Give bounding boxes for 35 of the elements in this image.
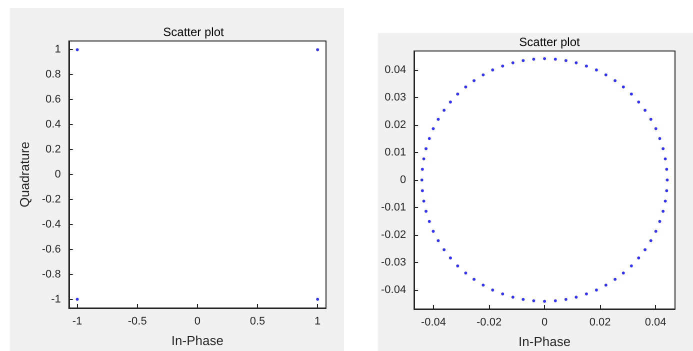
- x-tick-label: 0.5: [250, 316, 266, 328]
- x-tick-label: -0.02: [476, 316, 502, 328]
- y-tick-label: 0: [400, 174, 406, 186]
- chart-title: Scatter plot: [163, 25, 225, 39]
- x-tick-label: 0: [194, 316, 200, 328]
- y-tick-label: -0.2: [42, 193, 61, 206]
- y-tick-label: 0.8: [46, 68, 61, 81]
- y-tick-label: 0: [54, 168, 61, 180]
- x-tick-label: -0.5: [128, 316, 147, 328]
- x-axis-title: In-Phase: [171, 333, 224, 348]
- y-tick-label: -0.8: [42, 268, 61, 280]
- x-tick-label: 0.02: [589, 316, 611, 328]
- y-tick-label: 0.04: [384, 64, 406, 76]
- x-tick-label: 0: [541, 316, 548, 328]
- x-tick-label: 0.04: [644, 316, 666, 328]
- y-tick-label: -1: [51, 293, 61, 306]
- x-axis-title: In-Phase: [518, 334, 571, 349]
- y-tick-label: 0.4: [46, 118, 61, 131]
- y-tick-label: -0.01: [380, 201, 406, 214]
- y-tick-label: -0.03: [380, 256, 406, 268]
- y-axis-title: Quadrature: [17, 142, 32, 208]
- y-tick-label: 0.2: [46, 144, 61, 156]
- x-tick-label: -1: [72, 316, 82, 328]
- x-tick-label: -0.04: [420, 316, 446, 328]
- y-tick-label: 0.6: [46, 94, 61, 106]
- y-tick-label: 1: [54, 44, 61, 56]
- y-tick-label: -0.6: [42, 243, 61, 256]
- y-tick-label: -0.4: [42, 218, 61, 230]
- y-tick-label: 0.02: [384, 119, 406, 132]
- y-tick-label: -0.02: [380, 228, 406, 241]
- y-tick-label: 0.01: [384, 146, 406, 159]
- y-tick-label: 0.03: [384, 92, 406, 104]
- y-tick-label: -0.04: [380, 284, 406, 296]
- x-tick-label: 1: [314, 316, 321, 328]
- chart-title: Scatter plot: [519, 35, 581, 49]
